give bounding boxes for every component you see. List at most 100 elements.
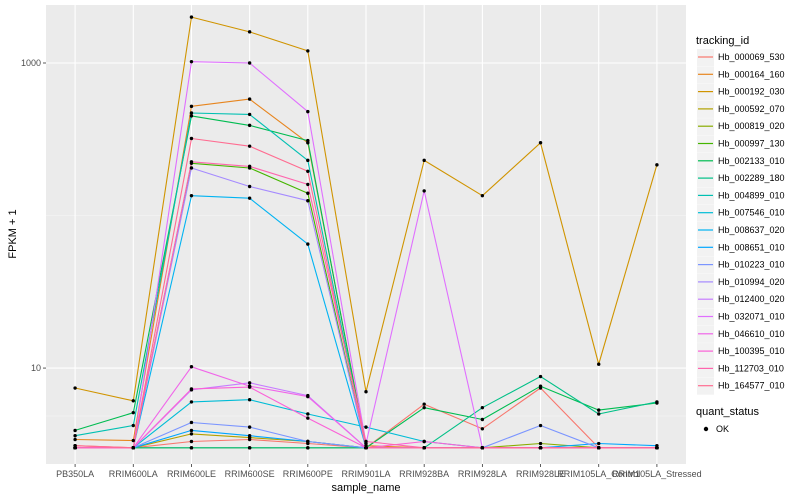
- data-point: [538, 446, 543, 450]
- data-point: [306, 169, 310, 173]
- legend-label: Hb_010223_010: [718, 260, 785, 270]
- data-point: [247, 61, 252, 65]
- data-point: [189, 111, 194, 115]
- legend-label: Hb_046610_010: [718, 329, 785, 339]
- data-point: [538, 141, 543, 145]
- data-point: [480, 417, 485, 422]
- x-tick-label: RRIM928BA: [399, 469, 449, 479]
- data-point: [422, 446, 426, 450]
- x-tick-label: RRIM600PE: [283, 469, 333, 479]
- y-axis-title: FPKM + 1: [7, 209, 19, 258]
- legend-label: Hb_007546_010: [718, 208, 785, 218]
- data-point: [422, 189, 426, 193]
- data-point: [189, 365, 194, 369]
- data-point: [597, 362, 601, 366]
- x-tick-label: RRIM105LA_Stressed: [612, 469, 702, 479]
- data-point: [247, 123, 252, 128]
- data-point: [131, 399, 135, 403]
- legend-label: Hb_002133_010: [718, 156, 785, 166]
- legend-label: Hb_000069_530: [718, 52, 785, 62]
- data-point: [597, 408, 601, 412]
- data-point: [597, 446, 601, 450]
- x-axis-title: sample_name: [331, 482, 400, 494]
- data-point: [131, 410, 135, 415]
- data-point: [189, 15, 194, 19]
- data-point: [306, 191, 310, 195]
- x-tick-label: RRIM901LA: [341, 469, 390, 479]
- data-point: [189, 387, 194, 391]
- data-point: [189, 160, 194, 164]
- legend-label: Hb_010994_020: [718, 277, 785, 287]
- data-point: [480, 446, 485, 450]
- data-point: [306, 446, 310, 450]
- legend-items: Hb_000069_530 Hb_000164_160 Hb_000192_030 H…: [697, 49, 785, 395]
- legend-label: Hb_000997_130: [718, 139, 785, 149]
- data-point: [247, 196, 252, 200]
- data-point: [247, 164, 252, 169]
- data-point: [364, 389, 368, 394]
- x-tick-label: RRIM928LE: [516, 469, 565, 479]
- data-point: [538, 384, 543, 388]
- data-point: [538, 374, 543, 379]
- data-point: [306, 49, 310, 53]
- data-point: [480, 427, 485, 431]
- data-point: [306, 109, 310, 114]
- legend-label: Hb_008651_010: [718, 242, 785, 252]
- legend-label: Hb_000819_020: [718, 121, 785, 131]
- data-point: [655, 400, 659, 404]
- data-point: [306, 199, 310, 203]
- data-point: [189, 439, 194, 444]
- data-point: [247, 425, 252, 429]
- data-point: [247, 97, 252, 101]
- x-tick-label: RRIM928LA: [458, 469, 507, 479]
- x-tick-label: RRIM600LA: [109, 469, 158, 479]
- data-point: [189, 166, 194, 170]
- data-point: [306, 182, 310, 187]
- data-point: [306, 394, 310, 399]
- legend-label: Hb_000192_030: [718, 87, 785, 97]
- data-point: [422, 405, 426, 410]
- data-point: [189, 104, 194, 109]
- data-point: [73, 434, 77, 438]
- series-points: [73, 15, 659, 450]
- data-point: [480, 405, 485, 410]
- data-point: [306, 416, 310, 420]
- legend-label: Hb_012400_020: [718, 294, 785, 304]
- data-point: [131, 438, 135, 443]
- data-point: [189, 136, 194, 141]
- x-tick-label: RRIM105LA_Control: [557, 469, 640, 479]
- data-point: [73, 437, 77, 442]
- x-tick-label: PB350LA: [56, 469, 94, 479]
- legend-label: Hb_002289_180: [718, 173, 785, 183]
- data-point: [189, 446, 194, 450]
- legend-label: Hb_032071_010: [718, 312, 785, 322]
- data-point: [538, 423, 543, 428]
- y-tick-label: 1000: [21, 58, 41, 68]
- data-point: [364, 446, 368, 450]
- data-point: [597, 441, 601, 446]
- legend-label: Hb_004899_010: [718, 190, 785, 200]
- data-point: [247, 381, 252, 385]
- data-point: [306, 158, 310, 163]
- data-point: [131, 446, 135, 450]
- data-point: [422, 439, 426, 444]
- x-axis: PB350LA RRIM600LA RRIM600LE RRIM600SE RRIM60…: [56, 464, 702, 479]
- legend-point-key: [703, 426, 709, 432]
- data-point: [306, 439, 310, 444]
- grid-lines: [46, 5, 686, 464]
- data-point: [422, 402, 426, 406]
- data-point: [189, 420, 194, 425]
- data-point: [189, 400, 194, 404]
- data-point: [247, 30, 252, 34]
- data-point: [247, 398, 252, 402]
- data-point: [422, 158, 426, 163]
- data-point: [189, 59, 194, 64]
- data-point: [364, 439, 368, 444]
- data-point: [189, 114, 194, 118]
- x-tick-label: RRIM600SE: [225, 469, 275, 479]
- data-point: [655, 163, 659, 167]
- y-axis: 10 1000: [21, 58, 46, 373]
- data-point: [538, 441, 543, 446]
- data-point: [306, 412, 310, 416]
